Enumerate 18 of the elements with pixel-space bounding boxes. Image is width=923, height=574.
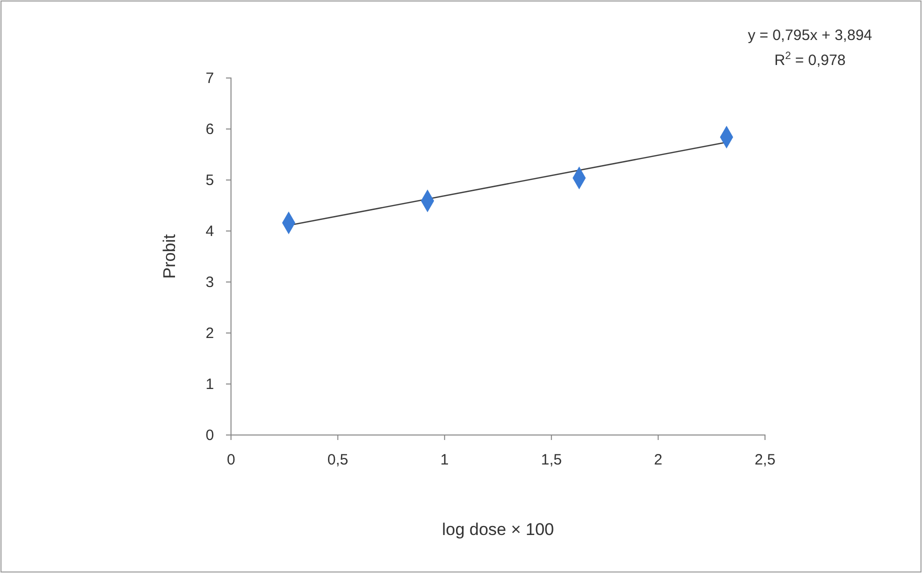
y-tick-label: 4 (206, 222, 214, 240)
x-tick-label: 0,5 (327, 452, 348, 469)
x-axis-title: log dose × 100 (442, 520, 554, 539)
y-tick-label: 6 (206, 120, 214, 138)
y-tick-label: 1 (206, 376, 214, 393)
text: y = 0,795x + 3,894 (748, 27, 872, 44)
x-tick-label: 1 (440, 452, 449, 469)
x-tick-label: 2 (654, 452, 662, 469)
x-tick-label: 2,5 (754, 452, 776, 469)
y-axis-title: Probit (160, 234, 179, 279)
y-tick-label: 0 (206, 426, 214, 444)
x-tick-label: 0 (226, 452, 236, 469)
text: R$^{2}$ = 0,978 (774, 50, 846, 69)
y-tick-label: 5 (206, 172, 214, 189)
y-tick-label: 3 (206, 274, 214, 291)
y-tick-label: 7 (206, 70, 214, 87)
x-tick-label: 1,5 (540, 452, 562, 469)
y-tick-label: 2 (206, 324, 214, 342)
